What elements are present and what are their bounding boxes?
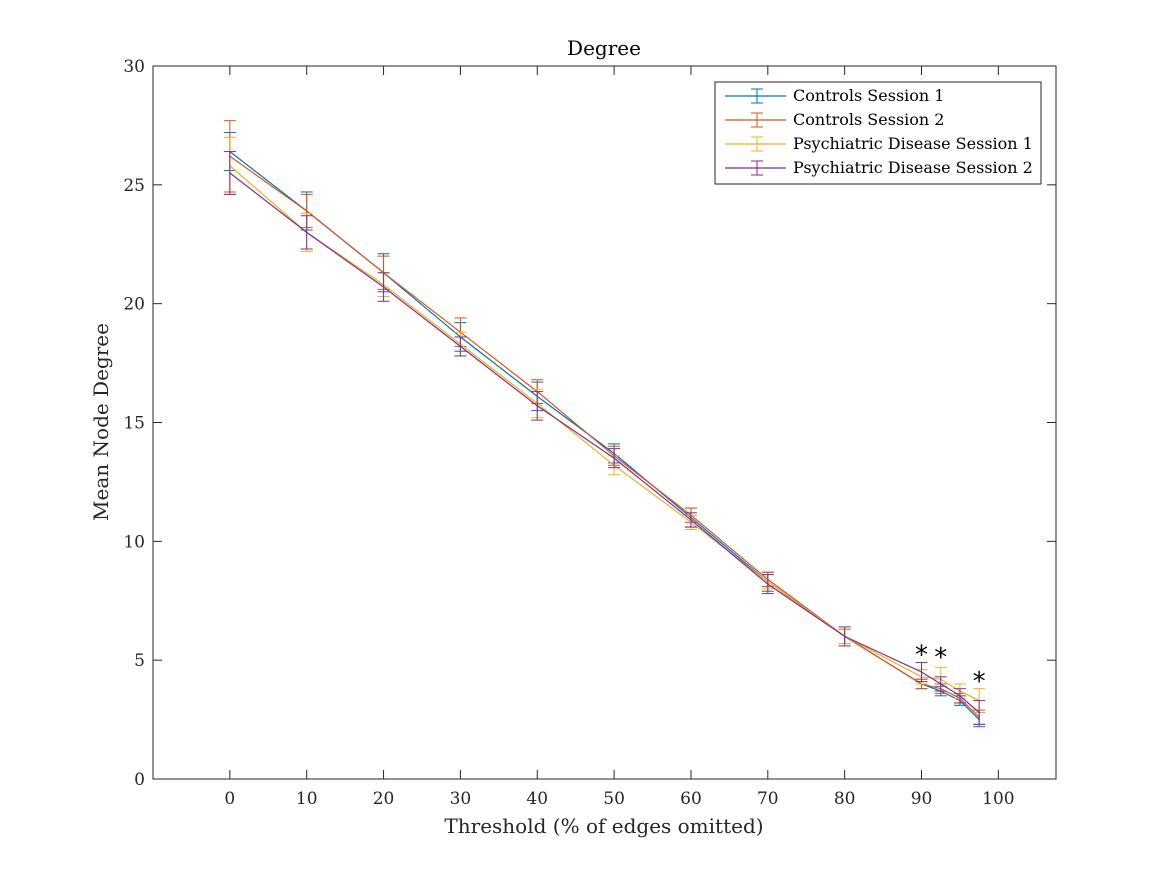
significance-marker: *: [915, 641, 928, 671]
error-bar: [223, 151, 236, 195]
legend-items: Controls Session 1 Controls Session 2 Psyc…: [725, 86, 1033, 177]
significance-marker: *: [973, 667, 986, 697]
chart-title: Degree: [567, 36, 641, 60]
x-tick-label: 0: [224, 789, 235, 809]
x-tick-label: 90: [911, 789, 933, 809]
axes-box: [152, 65, 1057, 780]
annotation-layer: * **: [915, 641, 986, 697]
legend-label: Psychiatric Disease Session 2: [793, 158, 1033, 177]
x-tick-label: 50: [603, 789, 625, 809]
data-point: [843, 635, 846, 638]
error-bar: [454, 336, 467, 357]
data-point: [305, 231, 308, 234]
series-layer: [223, 120, 986, 728]
legend-item-1: Controls Session 1: [725, 86, 944, 105]
error-bar: [608, 448, 621, 469]
x-tick-label: 70: [757, 789, 779, 809]
data-point: [536, 405, 539, 407]
error-bar: [300, 215, 313, 250]
data-point: [920, 671, 923, 673]
data-point: [459, 345, 462, 348]
data-point: [229, 172, 231, 174]
y-tick-label: 10: [123, 532, 145, 552]
x-tick-label: 100: [982, 789, 1014, 809]
y-tick-label: 20: [123, 295, 145, 315]
error-bar: [838, 626, 851, 647]
error-bar: [953, 688, 966, 704]
x-tick-label: 80: [834, 789, 856, 809]
data-point: [939, 683, 942, 685]
legend-box: [714, 81, 1042, 185]
y-tick-label: 25: [123, 176, 145, 196]
y-tick-label: 5: [134, 651, 145, 671]
data-point: [613, 457, 615, 459]
plot-area: [153, 66, 1056, 779]
y-tick-label: 15: [123, 414, 145, 434]
series-4: [223, 151, 986, 725]
legend-label: Controls Session 1: [793, 86, 944, 105]
x-tick-label: 60: [680, 789, 702, 809]
axis-layer: 0 10 20 30 40 50 60 70 80 90 100 0 5 10 15 20 25 30: [123, 57, 1056, 809]
y-axis-label: Mean Node Degree: [89, 323, 113, 521]
data-point: [959, 695, 961, 697]
error-bar: [761, 574, 774, 595]
y-tick-label: 30: [123, 57, 145, 77]
error-bar: [934, 676, 947, 692]
x-tick-label: 10: [296, 789, 318, 809]
x-axis-label: Threshold (% of edges omitted): [444, 814, 763, 838]
error-bar: [915, 662, 928, 683]
error-bar: [531, 391, 544, 421]
data-point: [690, 519, 692, 521]
legend: Controls Session 1 Controls Session 2 Psyc…: [714, 81, 1042, 185]
legend-label: Psychiatric Disease Session 1: [793, 134, 1033, 153]
legend-item-2: Controls Session 2: [725, 110, 944, 129]
y-tick-label: 0: [134, 770, 145, 790]
x-tick-label: 20: [373, 789, 395, 809]
data-point: [978, 711, 980, 714]
legend-item-3: Psychiatric Disease Session 1: [725, 134, 1033, 153]
legend-label: Controls Session 2: [793, 110, 944, 129]
x-tick-label: 40: [526, 789, 548, 809]
error-bar: [684, 512, 697, 528]
error-bar: [377, 272, 390, 302]
data-point: [382, 286, 385, 288]
error-bar: [973, 700, 986, 725]
x-tick-label: 30: [450, 789, 472, 809]
data-point: [767, 583, 769, 585]
legend-item-4: Psychiatric Disease Session 2: [725, 158, 1033, 177]
significance-marker: *: [934, 643, 947, 673]
data-point: [305, 210, 308, 212]
